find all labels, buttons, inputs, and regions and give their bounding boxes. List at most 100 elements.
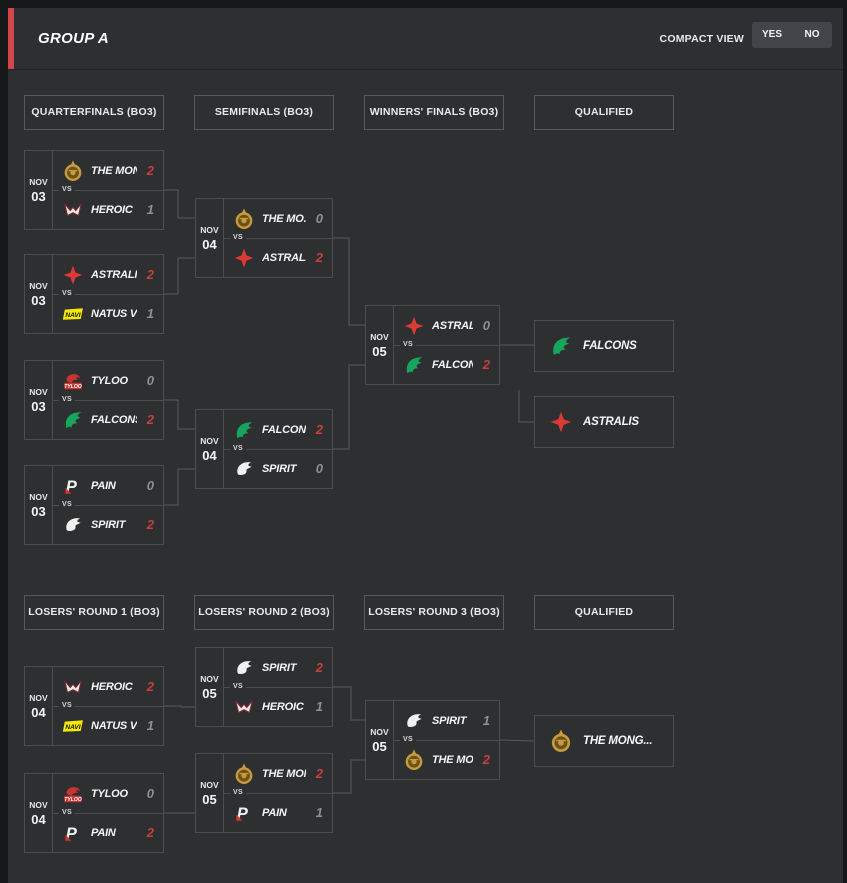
vs-divider <box>53 813 163 814</box>
team-name[interactable]: FALCONS <box>91 413 137 426</box>
match-teams: ASTRALIS 0 FALCONS 2 VS <box>394 306 499 384</box>
team-name[interactable]: SPIRIT <box>91 518 126 531</box>
team-name[interactable]: FALCONS <box>432 358 473 371</box>
qualified-team-card[interactable]: THE MONG... <box>534 715 674 767</box>
match-date: NOV 04 <box>196 410 224 488</box>
group-header: GROUP A COMPACT VIEW YES NO <box>8 8 843 70</box>
pain-logo-icon: P <box>62 822 84 844</box>
tyloo-logo-icon: TYLOO <box>62 370 84 392</box>
qualified-team-card[interactable]: ASTRALIS <box>534 396 674 448</box>
team-score: 0 <box>315 461 323 476</box>
compact-view-label: COMPACT VIEW <box>659 33 744 45</box>
astralis-logo-icon <box>403 315 425 337</box>
team-score: 0 <box>146 478 154 493</box>
match-date: NOV 05 <box>196 754 224 832</box>
round-header: QUALIFIED <box>534 95 674 130</box>
match-card[interactable]: NOV 05 SPIRIT 2 HEROIC 1 VS <box>195 647 333 727</box>
qualified-team-name[interactable]: ASTRALIS <box>583 416 639 428</box>
qualified-team-card[interactable]: FALCONS <box>534 320 674 372</box>
team-name[interactable]: NATUS VI... <box>91 719 137 732</box>
team-name[interactable]: THE MO... <box>262 212 306 225</box>
team-name[interactable]: ASTRALIS <box>91 268 137 281</box>
match-date-month: NOV <box>29 280 48 291</box>
match-date-day: 04 <box>31 811 46 827</box>
team-name[interactable]: TYLOO <box>91 787 128 800</box>
team-name[interactable]: PAIN <box>91 826 116 839</box>
match-card[interactable]: NOV 03 P PAIN 0 SPIRIT 2 VS <box>24 465 164 545</box>
team-name[interactable]: HEROIC <box>91 680 133 693</box>
team-name[interactable]: ASTRALIS <box>262 251 306 264</box>
team-name[interactable]: PAIN <box>262 806 287 819</box>
match-date-day: 04 <box>31 704 46 720</box>
match-date-day: 04 <box>202 447 217 463</box>
team-row: HEROIC 1 <box>224 687 332 726</box>
team-row: P PAIN 1 <box>224 793 332 832</box>
falcons-logo-icon <box>62 409 84 431</box>
compact-view-no-button[interactable]: NO <box>804 29 820 40</box>
match-teams: HEROIC 2 NAVI NATUS VI... 1 VS <box>53 667 163 745</box>
team-name[interactable]: NATUS VI... <box>91 307 137 320</box>
mongolz-logo-icon <box>62 160 84 182</box>
match-date: NOV 05 <box>196 648 224 726</box>
team-name[interactable]: TYLOO <box>91 374 128 387</box>
vs-label: VS <box>400 340 416 350</box>
qualified-team-name[interactable]: THE MONG... <box>583 735 653 747</box>
team-row: HEROIC 1 <box>53 190 163 229</box>
match-date: NOV 03 <box>25 361 53 439</box>
team-row: ASTRALIS 2 <box>53 255 163 294</box>
compact-view-yes-button[interactable]: YES <box>761 29 782 40</box>
team-name[interactable]: THE MON... <box>432 753 473 766</box>
team-name[interactable]: FALCONS <box>262 423 306 436</box>
team-score: 0 <box>146 786 154 801</box>
falcons-logo-icon <box>233 419 255 441</box>
vs-label: VS <box>400 735 416 745</box>
team-score: 0 <box>482 318 490 333</box>
match-date-month: NOV <box>370 331 389 342</box>
team-score: 1 <box>315 805 323 820</box>
match-card[interactable]: NOV 04 TYLOO TYLOO 0 P PAIN 2 VS <box>24 773 164 853</box>
heroic-logo-icon <box>62 199 84 221</box>
match-date-month: NOV <box>200 435 219 446</box>
match-date-month: NOV <box>29 692 48 703</box>
team-row: ASTRALIS 2 <box>224 238 332 277</box>
vs-divider <box>224 687 332 688</box>
team-name[interactable]: SPIRIT <box>262 661 297 674</box>
team-name[interactable]: ASTRALIS <box>432 319 473 332</box>
match-teams: SPIRIT 1 THE MON... 2 VS <box>394 701 499 779</box>
falcons-logo-icon <box>403 354 425 376</box>
team-name[interactable]: SPIRIT <box>262 462 297 475</box>
vs-label: VS <box>230 444 246 454</box>
team-name[interactable]: THE MON... <box>262 767 306 780</box>
match-teams: ASTRALIS 2 NAVI NATUS VI... 1 VS <box>53 255 163 333</box>
team-row: SPIRIT 0 <box>224 449 332 488</box>
team-name[interactable]: PAIN <box>91 479 116 492</box>
spirit-logo-icon <box>62 514 84 536</box>
match-date-month: NOV <box>370 726 389 737</box>
team-score: 2 <box>146 679 154 694</box>
spirit-logo-icon <box>233 657 255 679</box>
team-row: THE MON... 2 <box>394 740 499 779</box>
qualified-team-name[interactable]: FALCONS <box>583 340 637 352</box>
round-header: SEMIFINALS (BO3) <box>194 95 334 130</box>
team-name[interactable]: SPIRIT <box>432 714 467 727</box>
team-row: SPIRIT 2 <box>224 648 332 687</box>
match-date: NOV 03 <box>25 466 53 544</box>
team-name[interactable]: HEROIC <box>91 203 133 216</box>
team-name[interactable]: THE MON... <box>91 164 137 177</box>
match-teams: TYLOO TYLOO 0 P PAIN 2 VS <box>53 774 163 852</box>
team-score: 1 <box>482 713 490 728</box>
team-row: P PAIN 2 <box>53 813 163 852</box>
spirit-logo-icon <box>233 458 255 480</box>
team-name[interactable]: HEROIC <box>262 700 304 713</box>
team-score: 0 <box>146 373 154 388</box>
